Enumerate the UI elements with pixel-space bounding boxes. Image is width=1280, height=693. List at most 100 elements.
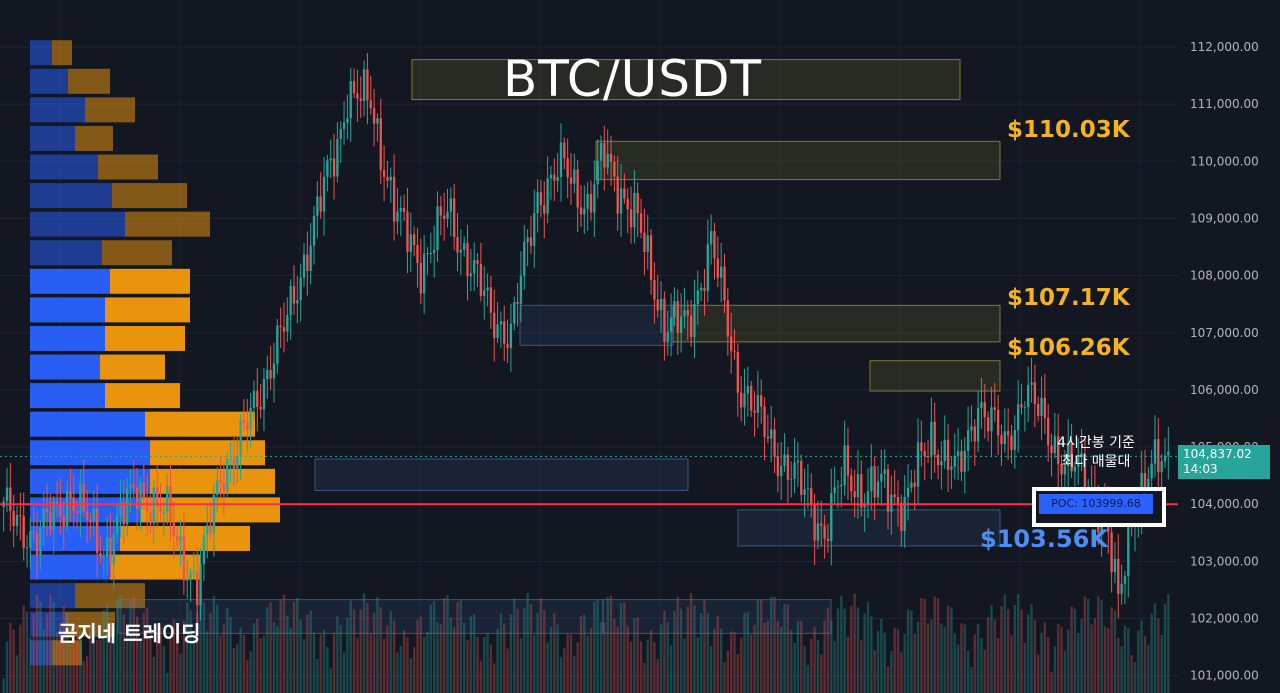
- candle-body: [1010, 435, 1013, 451]
- volume-bar: [499, 613, 503, 693]
- candle-body: [456, 237, 459, 253]
- candle-body: [770, 429, 773, 439]
- volume-bar: [1133, 662, 1137, 693]
- profile-sell-bar: [65, 611, 115, 637]
- brand-watermark: 곰지네 트레이딩: [58, 622, 201, 646]
- candle-body: [980, 402, 983, 409]
- volume-bar: [666, 621, 669, 693]
- volume-bar: [1037, 654, 1040, 693]
- volume-bar: [826, 607, 830, 693]
- volume-bar: [316, 658, 319, 693]
- price-tick-label: 102,000.00: [1190, 612, 1259, 626]
- volume-bar: [950, 607, 953, 693]
- volume-bar: [763, 622, 766, 693]
- volume-bar: [900, 652, 903, 693]
- volume-bar: [740, 637, 743, 693]
- candle-body: [656, 299, 659, 311]
- volume-bar: [996, 637, 1000, 693]
- volume-bar: [646, 639, 649, 693]
- candle-body: [1123, 576, 1127, 584]
- volume-bar: [222, 624, 226, 693]
- profile-buy-bar: [30, 640, 52, 666]
- volume-bar: [466, 640, 469, 693]
- volume-bar: [496, 628, 499, 693]
- volume-bar: [2, 678, 5, 693]
- volume-bar: [309, 610, 312, 693]
- candle-body: [893, 494, 896, 497]
- price-axis[interactable]: 112,000.00 111,000.00 110,000.00 109,000.00…: [1190, 40, 1259, 683]
- candle-body: [332, 158, 336, 177]
- candle-body: [916, 442, 920, 487]
- volume-bar: [926, 623, 930, 693]
- volume-bar: [292, 601, 296, 693]
- volume-bar: [1143, 635, 1147, 693]
- profile-sell-bar: [140, 497, 280, 523]
- volume-bar: [1070, 606, 1073, 693]
- candle-body: [1153, 439, 1157, 464]
- volume-bar: [776, 621, 780, 693]
- candle-body: [266, 369, 269, 379]
- volume-bar: [756, 599, 760, 693]
- volume-bar: [549, 627, 553, 693]
- volume-bar: [689, 593, 693, 693]
- volume-bar: [626, 626, 629, 693]
- candle-body: [216, 480, 219, 495]
- volume-bar: [1073, 608, 1077, 693]
- candle-body: [636, 193, 639, 214]
- candle-body: [1050, 445, 1053, 453]
- candle-body: [583, 208, 586, 215]
- candle-body: [529, 237, 533, 246]
- volume-bar: [569, 634, 573, 693]
- volume-bar: [202, 602, 206, 693]
- resistance-label-110k: $110.03K: [1007, 117, 1130, 143]
- candle-body: [479, 263, 483, 296]
- volume-bar: [946, 605, 950, 693]
- candle-body: [289, 286, 292, 316]
- volume-bar: [109, 622, 112, 693]
- candle-body: [573, 169, 576, 184]
- volume-bar: [372, 612, 376, 693]
- volume-bar: [683, 638, 686, 693]
- poc-highlight-box: POC: 103999.68: [1032, 487, 1166, 527]
- volume-bar: [349, 600, 352, 693]
- candle-body: [222, 482, 226, 491]
- current-price-tag[interactable]: 104,837.02 14:03: [1178, 445, 1270, 480]
- volume-bar: [196, 611, 199, 693]
- volume-bar: [402, 630, 406, 693]
- volume-bar: [656, 658, 659, 693]
- candle-body: [52, 501, 55, 530]
- volume-bar: [52, 602, 55, 693]
- candle-body: [976, 408, 980, 442]
- poc-annotation-line2: 최다 매물대: [1061, 454, 1131, 470]
- volume-bar: [686, 606, 689, 693]
- support-zone-102k-ext: [602, 599, 832, 634]
- volume-bar: [493, 663, 496, 693]
- candle-body: [386, 176, 389, 181]
- volume-bar: [1050, 671, 1053, 693]
- volume-bar: [1090, 624, 1093, 693]
- volume-bar: [653, 642, 656, 693]
- candle-body: [926, 456, 930, 458]
- volume-bar: [82, 660, 85, 693]
- volume-bar: [1006, 609, 1010, 693]
- candle-body: [956, 451, 960, 456]
- volume-bar: [1093, 618, 1097, 693]
- volume-bar: [773, 596, 776, 693]
- volume-bar: [369, 633, 372, 693]
- volume-bar: [1110, 607, 1113, 693]
- candle-body: [389, 176, 392, 181]
- volume-bar: [916, 621, 920, 693]
- volume-bar: [806, 664, 810, 693]
- volume-bar: [813, 626, 816, 693]
- candle-body: [446, 211, 449, 219]
- candle-body: [376, 118, 379, 124]
- volume-bar: [1063, 650, 1067, 693]
- candle-body: [676, 301, 679, 333]
- volume-bar: [596, 600, 599, 693]
- volume-bar: [446, 595, 449, 693]
- candle-body: [549, 174, 553, 179]
- candle-body: [836, 486, 840, 488]
- candle-body: [296, 300, 299, 304]
- volume-bar: [673, 611, 676, 693]
